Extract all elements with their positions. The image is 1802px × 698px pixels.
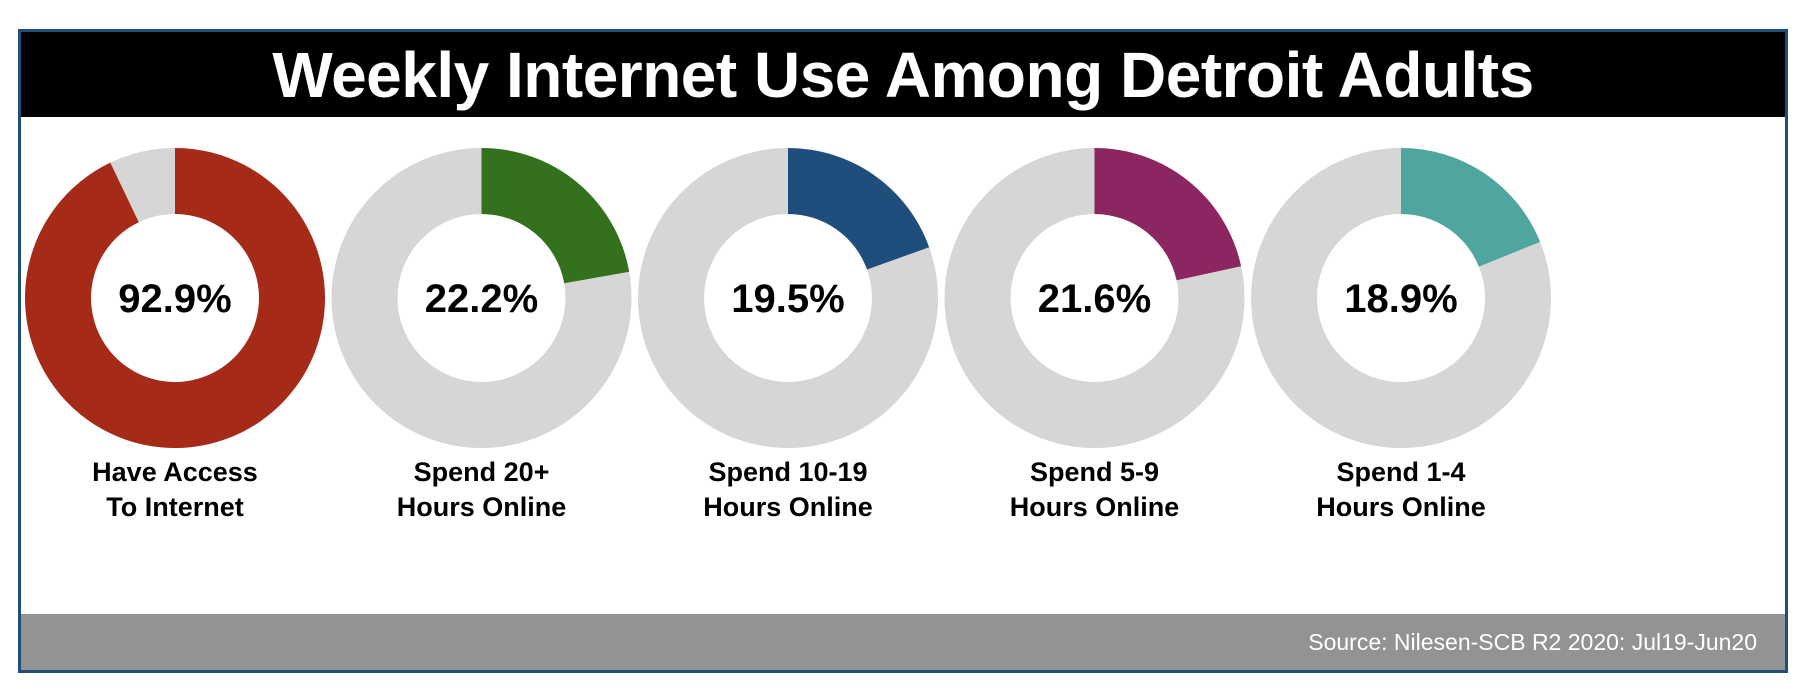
donut-label: Spend 10-19 Hours Online <box>638 455 938 525</box>
donut-value-slice <box>1094 148 1242 281</box>
chart-frame: Weekly Internet Use Among Detroit Adults… <box>18 29 1788 673</box>
donut-label-line: Hours Online <box>1009 492 1180 522</box>
donut-chart-5: 18.9% <box>1251 148 1551 448</box>
donut-label: Spend 20+ Hours Online <box>332 455 632 525</box>
donut-label: Spend 1-4 Hours Online <box>1251 455 1551 525</box>
donut-chart-3: 19.5% <box>638 148 938 448</box>
donut-label-line: To Internet <box>106 492 244 522</box>
donut-value-slice <box>481 148 630 284</box>
source-bar: Source: Nilesen-SCB R2 2020: Jul19-Jun20 <box>21 614 1785 670</box>
source-text: Source: Nilesen-SCB R2 2020: Jul19-Jun20 <box>1308 628 1757 655</box>
donut-label: Have Access To Internet <box>25 455 325 525</box>
donut-center-value: 92.9% <box>118 277 231 321</box>
donut-chart-2: 22.2% <box>331 148 632 448</box>
title-bar: Weekly Internet Use Among Detroit Adults <box>21 32 1785 117</box>
donut-charts: 92.9% 22.2% 19.5% 21.6% 18.9% Have Access To … <box>21 32 1785 670</box>
donut-label-line: Spend 20+ <box>413 457 550 487</box>
donut-value-slice <box>788 148 930 270</box>
donut-label-line: Spend 1-4 <box>1336 457 1466 487</box>
chart-title: Weekly Internet Use Among Detroit Adults <box>272 38 1534 111</box>
donut-svg: 92.9% 22.2% 19.5% 21.6% 18.9% <box>24 148 1551 448</box>
donut-center-value: 18.9% <box>1344 277 1457 321</box>
donut-chart-1: 92.9% <box>24 148 325 448</box>
donut-label-line: Hours Online <box>396 492 567 522</box>
donut-value-slice <box>1401 148 1541 267</box>
donut-label-line: Spend 10-19 <box>708 457 868 487</box>
donut-center-value: 19.5% <box>731 277 844 321</box>
donut-label-line: Hours Online <box>1316 492 1486 522</box>
donut-center-value: 22.2% <box>425 277 538 321</box>
donut-label-line: Spend 5-9 <box>1029 457 1160 487</box>
donut-value-slice <box>24 148 325 448</box>
donut-center-value: 21.6% <box>1038 277 1151 321</box>
donut-chart-4: 21.6% <box>944 148 1245 448</box>
donut-label: Spend 5-9 Hours Online <box>945 455 1245 525</box>
donut-label-line: Have Access <box>92 457 258 487</box>
donut-label-line: Hours Online <box>703 492 873 522</box>
